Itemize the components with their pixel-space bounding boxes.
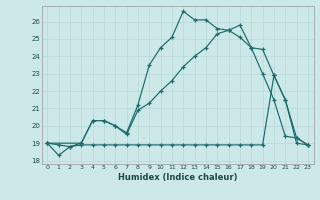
X-axis label: Humidex (Indice chaleur): Humidex (Indice chaleur) xyxy=(118,173,237,182)
